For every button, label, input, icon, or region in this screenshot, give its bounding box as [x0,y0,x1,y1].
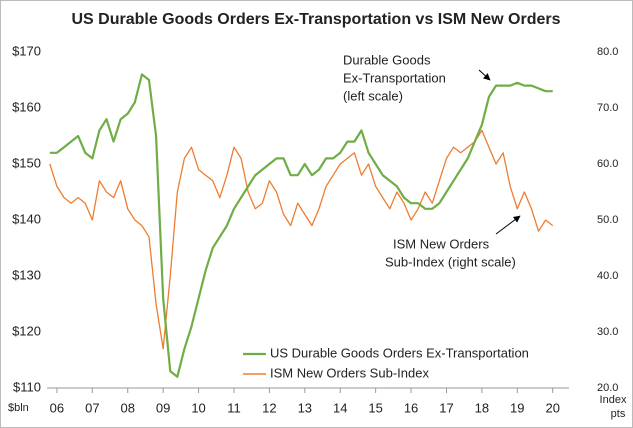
series-line [49,73,553,378]
y2-tick-label: 20.0 [597,382,618,394]
y-axis-label: $bln [8,402,29,414]
x-tick-label: 11 [227,400,241,415]
annotation: (left scale) [343,88,403,103]
annotation-arrow [478,69,491,81]
y2-tick-label: 70.0 [597,102,618,114]
y-tick-label: $110 [13,379,41,394]
x-tick-label: 20 [545,400,559,415]
x-tick-label: 14 [333,400,347,415]
y-tick-label: $120 [12,323,41,338]
y-tick-label: $140 [12,211,41,226]
y2-tick-label: 30.0 [597,326,618,338]
annotation: Sub-Index (right scale) [385,254,516,269]
x-tick-label: 15 [368,400,382,415]
y2-tick-label: 60.0 [597,158,618,170]
y2-axis-label-part: pts [611,408,626,420]
x-tick-label: 19 [510,400,524,415]
annotation: Ex-Transportation [343,70,446,85]
x-tick-label: 16 [404,400,418,415]
series-line [49,129,554,350]
y2-tick-label: 40.0 [597,270,618,282]
y-tick-label: $170 [12,43,41,58]
y-tick-label: $160 [12,99,41,114]
chart-title: US Durable Goods Orders Ex-Transportatio… [71,11,560,28]
annotation: ISM New Orders [393,236,490,251]
legend-label: US Durable Goods Orders Ex-Transportatio… [270,345,529,360]
legend-label: ISM New Orders Sub-Index [270,365,429,380]
y2-tick-label: 80.0 [597,46,618,58]
x-tick-label: 10 [191,400,205,415]
annotation-arrow [495,215,521,235]
x-tick-label: 07 [85,400,99,415]
y2-axis-label: Index pts [600,394,627,420]
x-tick-label: 09 [156,400,170,415]
annotation: Durable Goods [343,52,431,67]
x-tick-label: 18 [475,400,489,415]
x-tick-label: 06 [50,400,64,415]
y2-axis-label-part: Index [600,394,627,406]
y-tick-label: $150 [12,155,41,170]
x-tick-label: 12 [262,400,276,415]
x-tick-label: 17 [439,400,453,415]
y-tick-label: $130 [12,267,41,282]
x-tick-label: 13 [298,400,312,415]
y2-tick-label: 50.0 [597,214,618,226]
x-tick-label: 08 [121,400,135,415]
